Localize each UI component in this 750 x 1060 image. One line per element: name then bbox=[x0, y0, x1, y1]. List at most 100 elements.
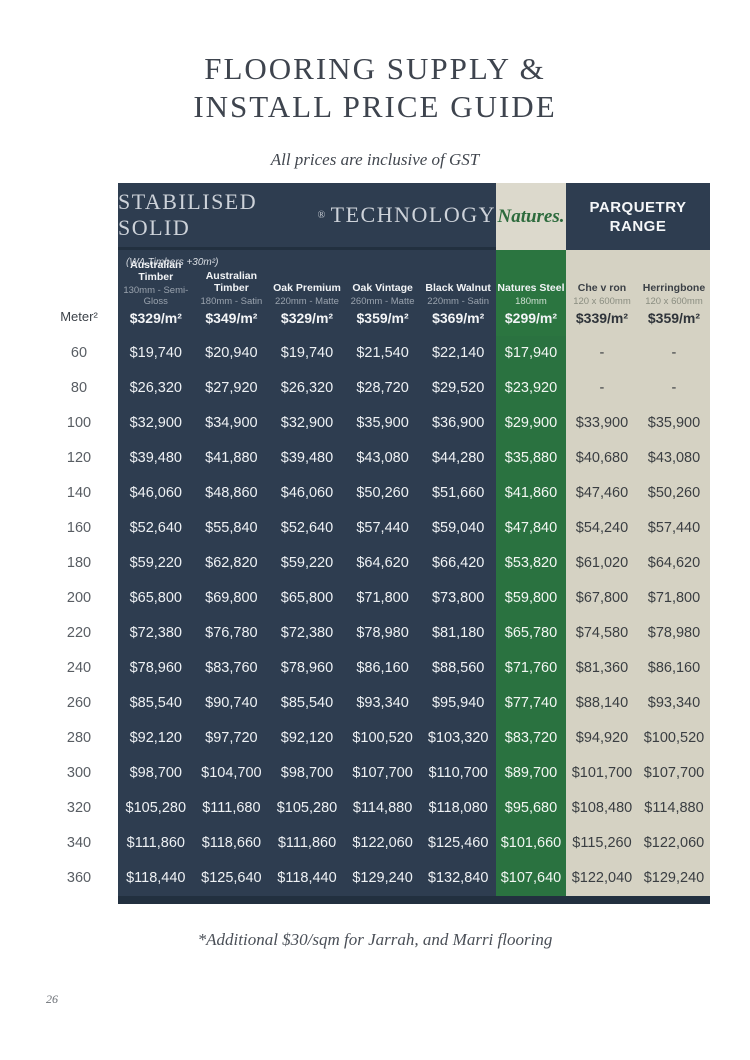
row-label: 220 bbox=[40, 616, 118, 651]
price-cell: $88,140 bbox=[565, 686, 638, 721]
price-cell: $92,120 bbox=[269, 721, 345, 756]
column-header: Oak Premium 220mm - Matte $329/m² bbox=[269, 250, 345, 336]
price-cell: $27,920 bbox=[193, 371, 270, 406]
price-cell: $73,800 bbox=[420, 581, 496, 616]
price-cell: $94,920 bbox=[565, 721, 638, 756]
price-cell: $59,800 bbox=[495, 581, 566, 616]
price-cell: $53,820 bbox=[495, 546, 566, 581]
price-cell: $76,780 bbox=[193, 616, 270, 651]
price-cell: $46,060 bbox=[269, 476, 345, 511]
column-spec: 260mm - Matte bbox=[350, 296, 415, 307]
price-cell: $43,080 bbox=[637, 441, 710, 476]
price-cell: $71,760 bbox=[495, 651, 566, 686]
price-cell: - bbox=[565, 371, 638, 406]
price-cell: $59,040 bbox=[420, 511, 496, 546]
price-cell: $21,540 bbox=[344, 336, 421, 371]
price-cell: $35,900 bbox=[637, 406, 710, 441]
table-row: 140 $46,060 $48,860 $46,060 $50,260 $51,660 $4… bbox=[40, 476, 710, 511]
table-row: 240 $78,960 $83,760 $78,960 $86,160 $88,560 $7… bbox=[40, 651, 710, 686]
price-cell: $107,700 bbox=[637, 756, 710, 791]
price-cell: $39,480 bbox=[118, 441, 194, 476]
price-cell: - bbox=[637, 371, 710, 406]
column-header-band: Meter² Australian Timber 130mm - Semi-Glo… bbox=[40, 250, 710, 336]
row-label: 200 bbox=[40, 581, 118, 616]
price-cell: - bbox=[637, 336, 710, 371]
price-cell: $118,660 bbox=[193, 826, 270, 861]
column-spec: 220mm - Satin bbox=[427, 296, 490, 307]
price-cell: $65,780 bbox=[495, 616, 566, 651]
price-cell: $35,900 bbox=[344, 406, 421, 441]
price-cell: $78,980 bbox=[344, 616, 421, 651]
price-cell: $54,240 bbox=[565, 511, 638, 546]
price-cell: $61,020 bbox=[565, 546, 638, 581]
row-label: 300 bbox=[40, 756, 118, 791]
price-cell: $129,240 bbox=[344, 861, 421, 896]
column-spec: 180mm bbox=[515, 296, 547, 307]
table-row: 320 $105,280 $111,680 $105,280 $114,880 $118,… bbox=[40, 791, 710, 826]
column-spec: 220mm - Matte bbox=[275, 296, 339, 307]
price-cell: $20,940 bbox=[193, 336, 270, 371]
group-header-natures: Natures. bbox=[496, 183, 566, 250]
price-cell: $50,260 bbox=[637, 476, 710, 511]
price-cell: $78,980 bbox=[637, 616, 710, 651]
table-row: 260 $85,540 $90,740 $85,540 $93,340 $95,940 $7… bbox=[40, 686, 710, 721]
price-cell: $36,900 bbox=[420, 406, 496, 441]
meter-header: Meter² bbox=[60, 309, 98, 324]
row-label: 140 bbox=[40, 476, 118, 511]
column-name: Australian Timber bbox=[130, 259, 182, 283]
column-name: Black Walnut bbox=[425, 282, 491, 294]
price-cell: $74,580 bbox=[565, 616, 638, 651]
price-cell: $108,480 bbox=[565, 791, 638, 826]
price-cell: $57,440 bbox=[344, 511, 421, 546]
price-cell: $107,640 bbox=[495, 861, 566, 896]
price-cell: $72,380 bbox=[269, 616, 345, 651]
jarrah-marri-footnote: *Additional $30/sqm for Jarrah, and Marr… bbox=[197, 930, 553, 949]
column-header: Che v ron 120 x 600mm $339/m² bbox=[565, 250, 638, 336]
price-cell: $103,320 bbox=[420, 721, 496, 756]
price-cell: $88,560 bbox=[420, 651, 496, 686]
table-row: 60 $19,740 $20,940 $19,740 $21,540 $22,140 $17… bbox=[40, 336, 710, 371]
price-cell: $39,480 bbox=[269, 441, 345, 476]
price-cell: $81,180 bbox=[420, 616, 496, 651]
price-cell: $118,080 bbox=[420, 791, 496, 826]
row-label: 120 bbox=[40, 441, 118, 476]
row-label: 260 bbox=[40, 686, 118, 721]
column-rate: $369/m² bbox=[432, 310, 485, 326]
column-header: Oak Vintage 260mm - Matte $359/m² bbox=[344, 250, 421, 336]
price-cell: $44,280 bbox=[420, 441, 496, 476]
price-cell: $77,740 bbox=[495, 686, 566, 721]
price-cell: $111,680 bbox=[193, 791, 270, 826]
price-cell: $115,260 bbox=[565, 826, 638, 861]
price-cell: $67,800 bbox=[565, 581, 638, 616]
column-rate: $329/m² bbox=[280, 310, 334, 326]
column-spec: 180mm - Satin bbox=[200, 296, 263, 307]
column-spec: 120 x 600mm bbox=[573, 296, 631, 307]
price-cell: $57,440 bbox=[637, 511, 710, 546]
price-cell: $110,700 bbox=[420, 756, 496, 791]
column-headers: Australian Timber 130mm - Semi-Gloss $329/… bbox=[118, 250, 710, 336]
table-row: 280 $92,120 $97,720 $92,120 $100,520 $103,320… bbox=[40, 721, 710, 756]
corner-blank bbox=[40, 183, 118, 250]
price-cell: $52,640 bbox=[118, 511, 194, 546]
price-cell: $107,700 bbox=[344, 756, 421, 791]
column-spec: 120 x 600mm bbox=[645, 296, 703, 307]
column-header: Natures Steel 180mm $299/m² bbox=[495, 250, 566, 336]
price-cell: $98,700 bbox=[118, 756, 194, 791]
price-cell: $129,240 bbox=[637, 861, 710, 896]
column-rate: $339/m² bbox=[575, 310, 629, 326]
price-cell: $19,740 bbox=[118, 336, 194, 371]
price-cell: $101,660 bbox=[495, 826, 566, 861]
price-cell: $71,800 bbox=[344, 581, 421, 616]
column-rate: $349/m² bbox=[205, 310, 258, 326]
stabilised-label: STABILISED SOLID bbox=[118, 189, 258, 240]
page-title-line1: FLOORING SUPPLY & bbox=[204, 51, 546, 86]
price-cell: $26,320 bbox=[118, 371, 194, 406]
column-name: Oak Vintage bbox=[352, 282, 413, 294]
price-cell: $122,060 bbox=[344, 826, 421, 861]
price-cell: $83,720 bbox=[495, 721, 566, 756]
price-cell: $125,640 bbox=[193, 861, 270, 896]
column-name: Natures Steel bbox=[497, 282, 565, 294]
price-cell: $64,620 bbox=[637, 546, 710, 581]
column-rate: $359/m² bbox=[356, 310, 409, 326]
price-cell: $95,680 bbox=[495, 791, 566, 826]
